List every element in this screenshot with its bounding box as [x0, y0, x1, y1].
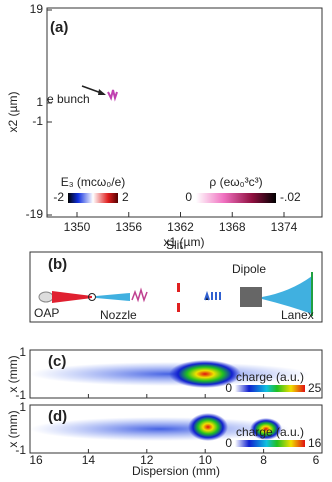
y-tick-label: -1	[32, 114, 43, 128]
frame-d	[29, 404, 323, 454]
cbar-max: 16	[308, 436, 322, 450]
y-tick-label: 19	[30, 2, 44, 16]
x-tick-label: 1362	[167, 220, 194, 234]
y-tick-label: 1	[19, 400, 26, 414]
panel-label: (c)	[48, 353, 66, 370]
x-tick-label: 16	[29, 453, 43, 467]
cbar-min: 0	[185, 190, 192, 204]
y-label: x2 (µm)	[6, 92, 20, 133]
part-label: Lanex	[281, 308, 314, 322]
nozzle	[88, 293, 96, 301]
cbar-min: 0	[225, 381, 232, 395]
part-label: Slit	[166, 238, 183, 252]
x-tick-label: 8	[260, 453, 267, 467]
cbar-max: 2	[122, 190, 129, 204]
y-label: x (mm)	[6, 410, 20, 447]
colorbar	[235, 440, 305, 447]
panel-label: (b)	[48, 256, 67, 273]
x-label: x1 (µm)	[164, 235, 205, 249]
arrowhead	[98, 89, 106, 95]
part-label: Nozzle	[100, 308, 137, 322]
y-tick-label: 1	[19, 345, 26, 359]
cbar-label: E₃ (mcω₀/e)	[61, 175, 126, 189]
x-tick-label: 10	[199, 453, 213, 467]
x-tick-label: 12	[140, 453, 154, 467]
bunch	[131, 287, 148, 303]
x-tick-label: 1356	[115, 220, 142, 234]
laser	[52, 291, 92, 303]
annotation: e bunch	[47, 92, 90, 106]
y-tick-label: -1	[15, 443, 26, 457]
panel-label: (a)	[50, 19, 68, 36]
panel-label: (d)	[48, 408, 67, 425]
fan	[262, 276, 312, 314]
x-tick-label: 1374	[271, 220, 298, 234]
y-label: x (mm)	[6, 355, 20, 392]
peak	[169, 360, 241, 388]
cbar-max: 25	[308, 381, 322, 395]
y-tick-label: -19	[26, 207, 44, 221]
part-label: Dipole	[232, 262, 266, 276]
cbar-min: 0	[225, 436, 232, 450]
cbar-label: charge (a.u.)	[236, 370, 304, 384]
field-stripes	[97, 14, 300, 212]
y-tick-label: -1	[15, 388, 26, 402]
x-label: Dispersion (mm)	[132, 464, 220, 478]
slit	[177, 283, 180, 292]
colorbar-e	[68, 193, 118, 203]
colorbar-rho	[196, 193, 276, 203]
cbar-max: -.02	[280, 190, 301, 204]
x-tick-label: 14	[82, 453, 96, 467]
cbar-label: charge (a.u.)	[236, 425, 304, 439]
spectrum	[204, 290, 221, 301]
slit	[177, 303, 180, 312]
dipole	[240, 287, 262, 307]
frame-b	[29, 251, 323, 323]
peak	[250, 418, 282, 440]
peak	[188, 413, 228, 441]
cbar-min: -2	[53, 190, 64, 204]
x-tick-label: 1368	[219, 220, 246, 234]
frame-a	[46, 7, 323, 218]
y-tick-label: 1	[36, 95, 43, 109]
oap	[38, 291, 54, 303]
x-tick-label: 1350	[64, 220, 91, 234]
e-bunch	[107, 89, 118, 102]
colorbar	[235, 385, 305, 392]
frame-c	[29, 349, 323, 399]
cbar-label: ρ (eω₀³c³)	[209, 175, 262, 189]
beam	[96, 293, 130, 301]
x-tick-label: 6	[313, 453, 320, 467]
part-label: OAP	[34, 306, 59, 320]
